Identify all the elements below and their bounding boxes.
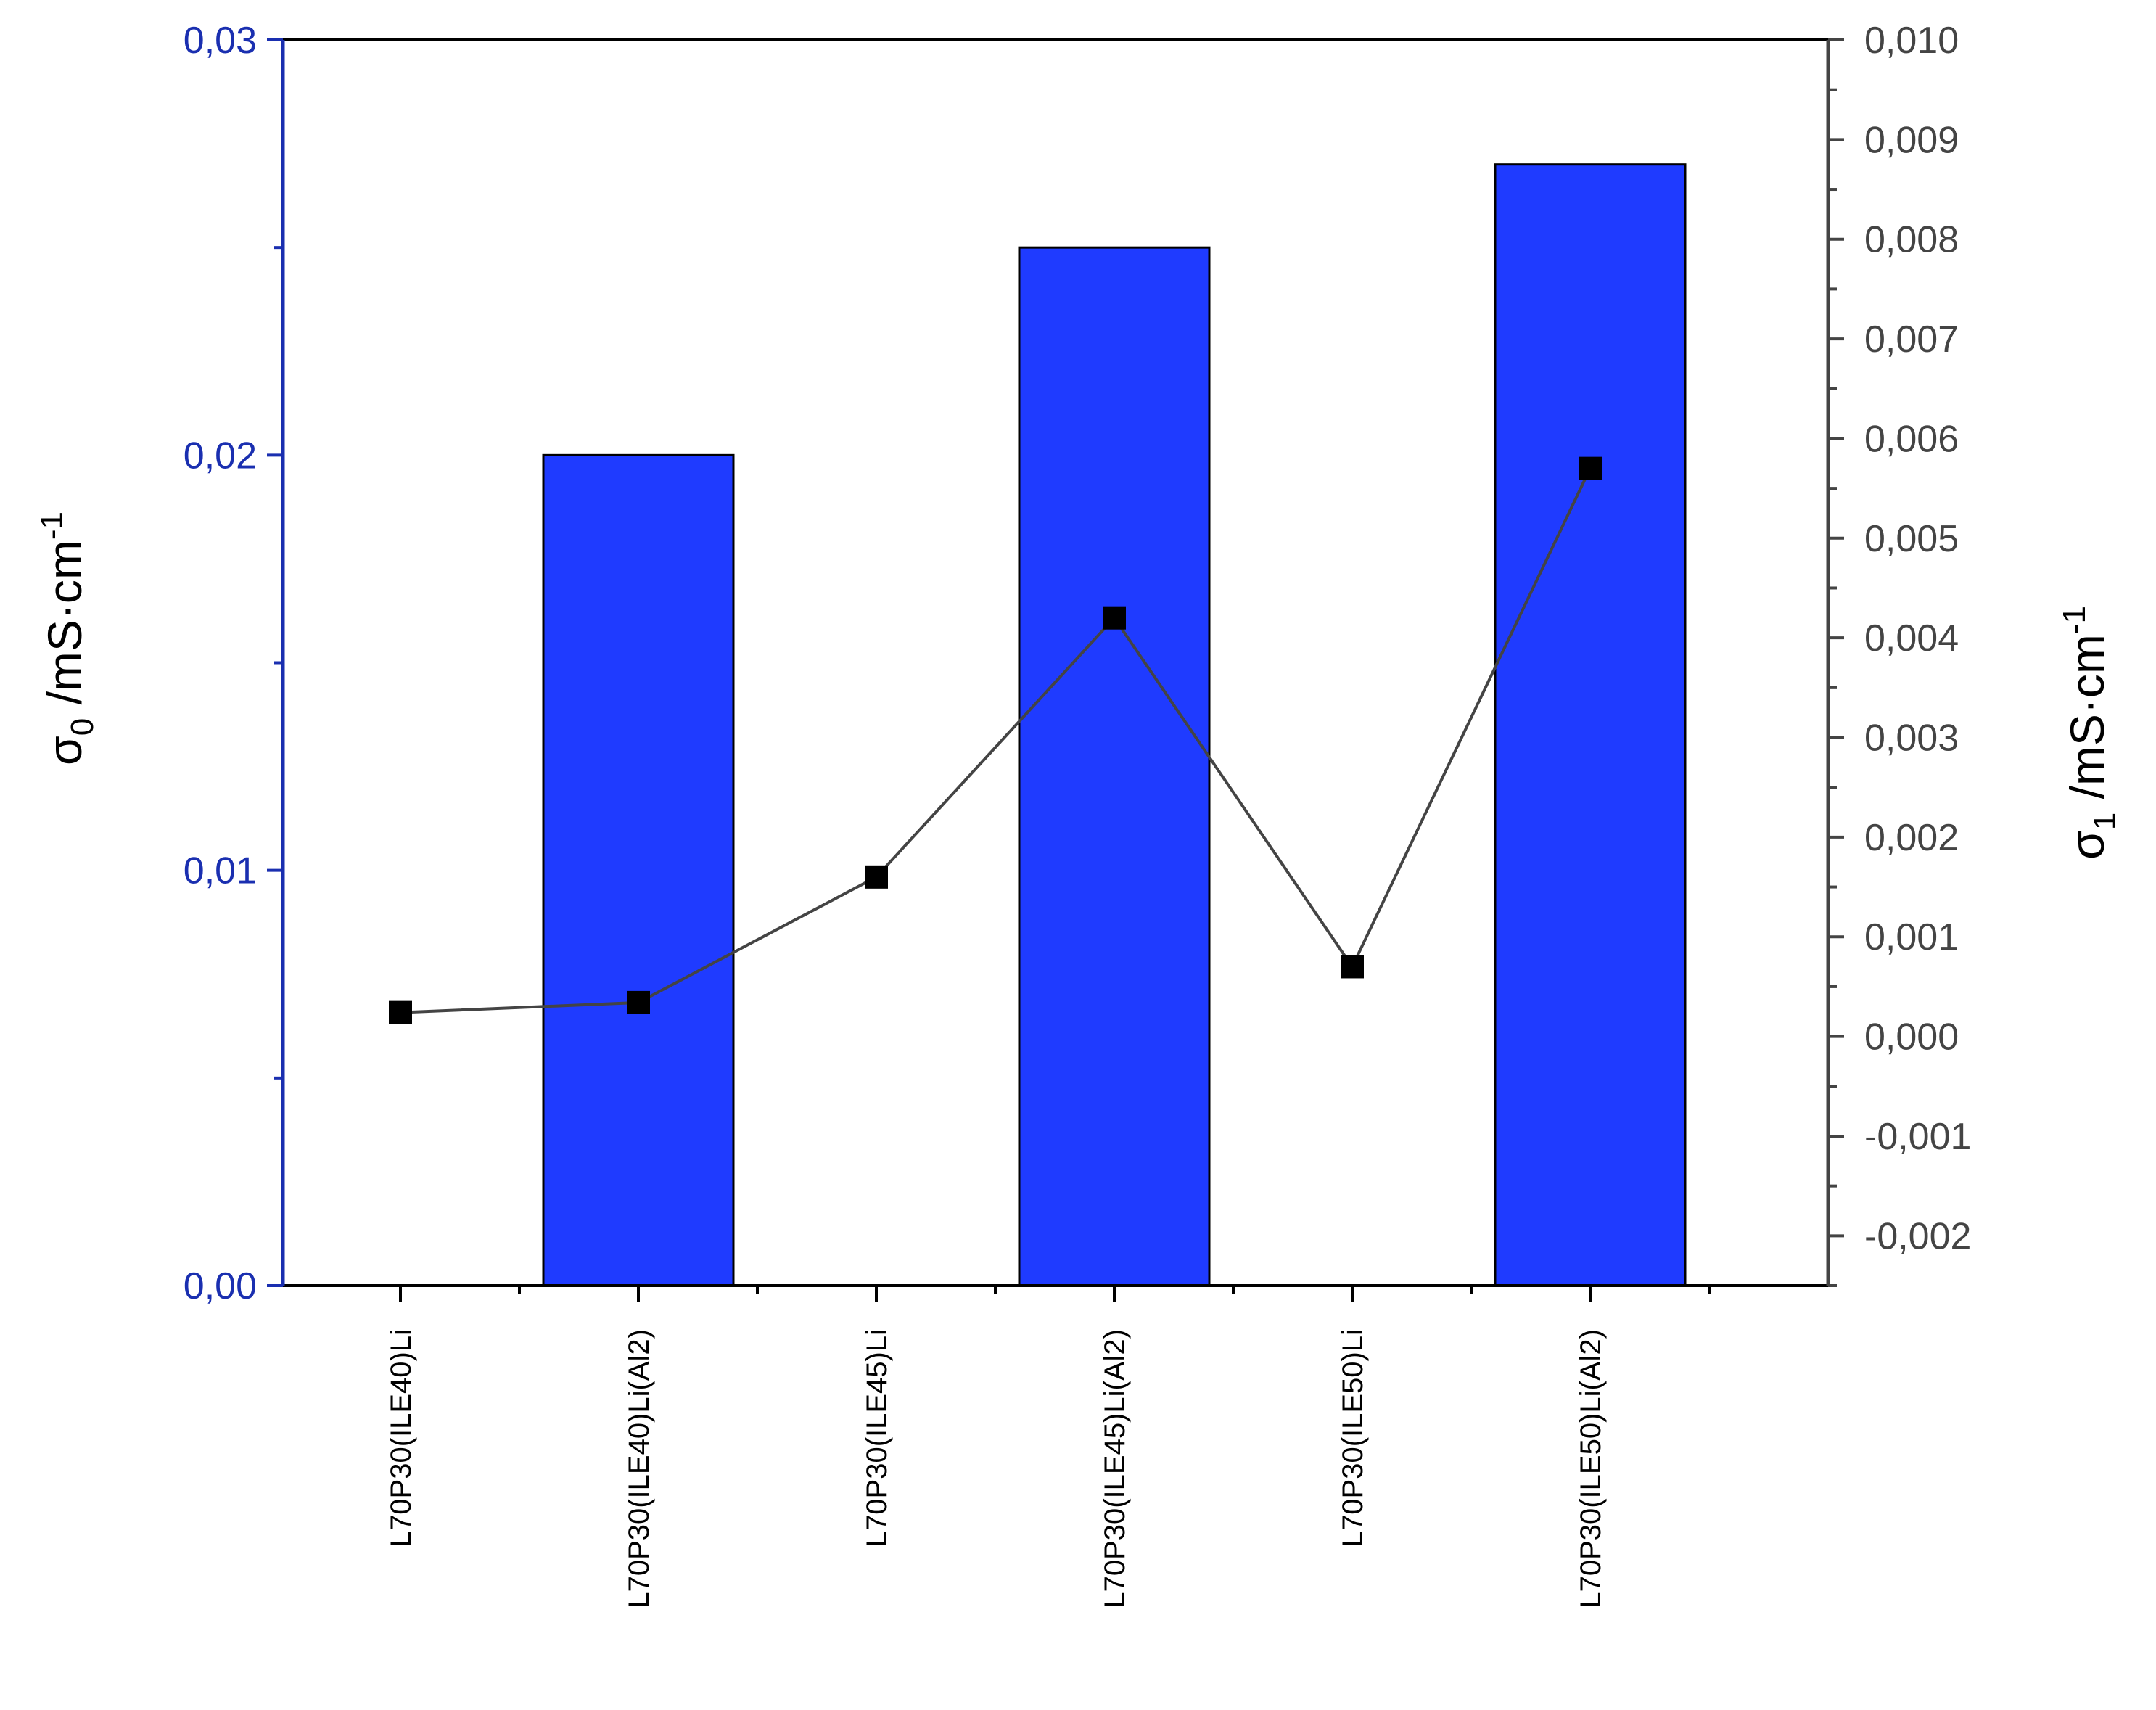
data-point [865,865,888,889]
right-tick-label: 0,001 [1864,916,1959,958]
right-y-axis: -0,002 -0,001 0,000 0,001 0,002 0,003 0,004 0,0… [1826,20,1971,1287]
right-tick-label: 0,003 [1864,718,1959,760]
right-axis-title-exponent: -1 [2057,606,2092,634]
left-tick-label: 0,01 [184,850,257,892]
x-category-label: L70P30(ILE50)Li(Al2) [1575,1329,1607,1608]
right-axis-title-subscript: 1 [2087,813,2123,830]
left-tick-label: 0,03 [184,20,257,62]
right-tick-label: 0,005 [1864,518,1959,560]
data-point [1341,955,1364,979]
x-category-label: L70P30(ILE40)Li(Al2) [623,1329,655,1608]
right-tick-label: -0,001 [1864,1116,1971,1158]
left-axis-title-unit: /mS·cm [38,540,91,718]
right-tick-label: 0,006 [1864,418,1959,460]
right-tick-label: 0,000 [1864,1016,1959,1059]
right-axis-title-unit: /mS·cm [2060,634,2114,813]
bar [1018,246,1211,1287]
right-tick-label: 0,008 [1864,219,1959,261]
x-category-label: L70P30(ILE45)Li [861,1329,893,1547]
right-axis-title: σ1 /mS·cm-1 [2057,606,2123,860]
right-tick-label: 0,010 [1864,20,1959,62]
left-axis-title-subscript: 0 [65,718,100,736]
right-tick-label: 0,004 [1864,617,1959,659]
plot-frame [283,38,1828,1287]
right-tick-label: 0,007 [1864,318,1959,361]
left-tick-label: 0,02 [184,435,257,477]
left-tick-label: 0,00 [184,1265,257,1307]
left-axis-title-symbol: σ [38,736,91,765]
bar [542,453,735,1287]
right-tick-label: 0,009 [1864,119,1959,161]
right-tick-label: -0,002 [1864,1215,1971,1257]
x-axis: L70P30(ILE40)Li L70P30(ILE40)Li(Al2) L70P3… [385,1286,1711,1608]
left-axis-title: σ0 /mS·cm-1 [34,511,100,765]
bar [1494,163,1687,1287]
right-axis-title-symbol: σ [2060,830,2114,860]
line-series [389,456,1602,1024]
data-point [1579,456,1602,480]
right-tick-label: 0,002 [1864,817,1959,859]
x-category-label: L70P30(ILE40)Li [385,1329,417,1547]
data-point [389,1000,412,1024]
bar-series [542,163,1687,1287]
left-y-axis: 0,00 0,01 0,02 0,03 [184,20,285,1307]
left-axis-title-exponent: -1 [34,511,70,540]
series-line [400,467,1592,1014]
x-category-label: L70P30(ILE45)Li(Al2) [1099,1329,1131,1608]
x-category-label: L70P30(ILE50)Li [1337,1329,1369,1547]
data-point [1103,606,1126,630]
data-point [627,990,650,1014]
